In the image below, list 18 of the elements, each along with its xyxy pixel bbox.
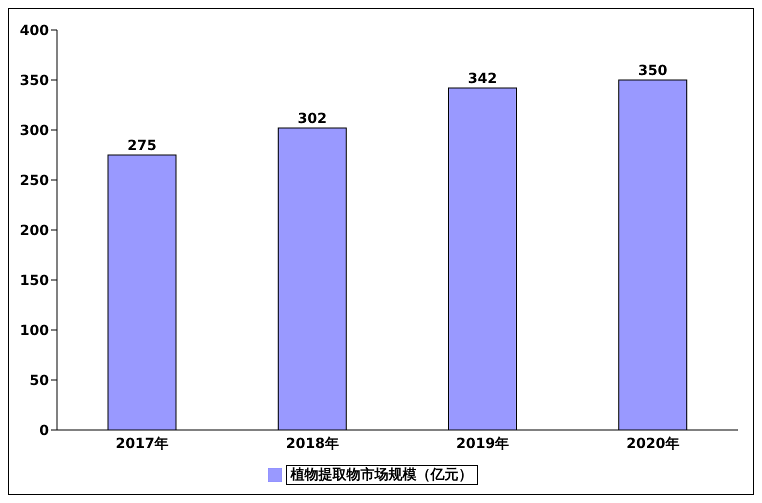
y-tick-label: 50 — [30, 372, 50, 389]
y-tick-label: 350 — [20, 72, 50, 89]
x-tick-label: 2017年 — [116, 436, 169, 452]
data-label: 275 — [127, 138, 157, 154]
y-tick-label: 200 — [20, 222, 50, 239]
y-tick-label: 150 — [20, 272, 50, 289]
y-tick-label: 300 — [20, 122, 50, 139]
y-tick-label: 250 — [20, 172, 50, 189]
data-label: 342 — [468, 71, 498, 87]
x-tick-label: 2019年 — [456, 436, 510, 452]
legend-label: 植物提取物市场规模（亿元） — [286, 465, 478, 485]
y-tick-label: 100 — [20, 322, 50, 339]
data-label: 350 — [638, 63, 668, 79]
y-tick-label: 0 — [39, 422, 50, 439]
x-tick-label: 2018年 — [286, 436, 339, 452]
data-label: 302 — [298, 111, 327, 127]
y-tick-label: 400 — [20, 22, 50, 39]
x-tick-label: 2020年 — [626, 436, 680, 452]
